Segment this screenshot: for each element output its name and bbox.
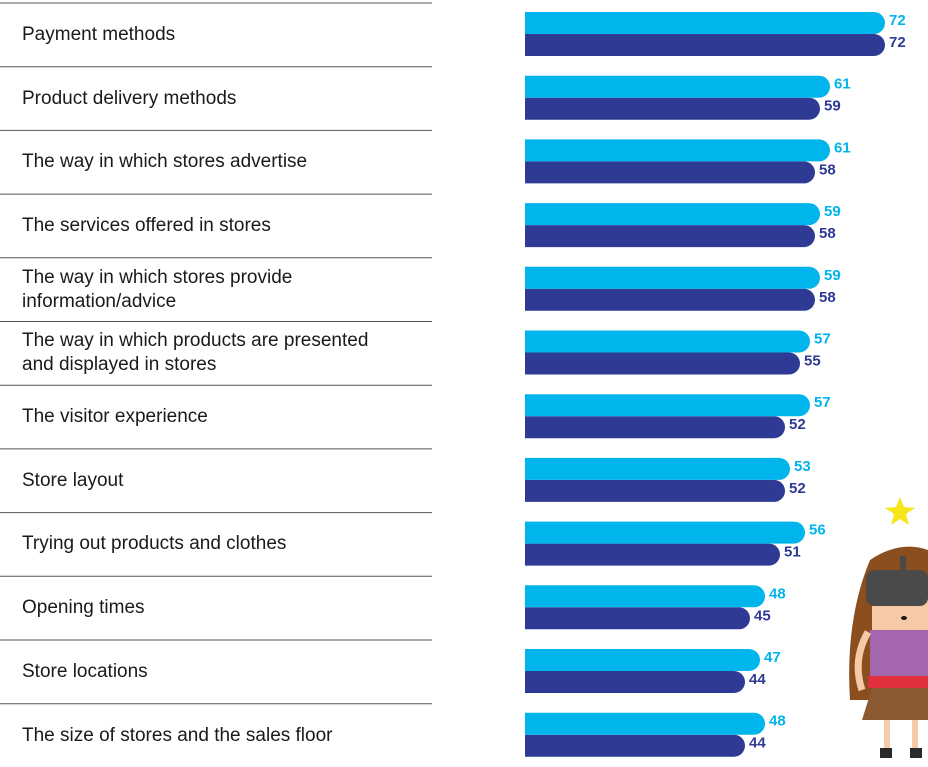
- bar: [525, 97, 820, 120]
- category-label: Trying out products and clothes: [22, 533, 287, 555]
- bar: [525, 521, 806, 544]
- value-label: 72: [889, 12, 906, 29]
- bar: [525, 12, 885, 34]
- value-label: 52: [789, 416, 806, 433]
- value-label: 56: [809, 522, 826, 539]
- bar: [525, 734, 745, 757]
- value-label: 61: [834, 139, 851, 156]
- value-label: 59: [824, 203, 841, 220]
- category-label: The services offered in stores: [22, 214, 271, 236]
- illustration: [849, 497, 928, 758]
- category-label: Product delivery methods: [22, 87, 237, 109]
- bar: [525, 225, 815, 248]
- category-label: Opening times: [22, 597, 145, 619]
- category-label: The visitor experience: [22, 406, 208, 428]
- value-label: 52: [789, 480, 806, 497]
- bar: [525, 712, 765, 735]
- bar: [525, 649, 760, 671]
- bar: [525, 139, 830, 162]
- bar: [525, 203, 820, 226]
- value-label: 48: [769, 713, 786, 730]
- bar: [525, 330, 811, 353]
- bar: [525, 416, 786, 439]
- bar: [525, 288, 815, 311]
- value-label: 57: [814, 330, 831, 347]
- category-label: The size of stores and the sales floor: [22, 724, 333, 746]
- value-label: 48: [769, 585, 786, 602]
- category-label: Payment methods: [22, 23, 176, 45]
- value-label: 61: [834, 76, 851, 93]
- value-label: 58: [819, 289, 836, 306]
- bar: [525, 543, 781, 566]
- value-label: 59: [824, 267, 841, 284]
- bar: [525, 457, 790, 480]
- value-label: 55: [804, 352, 821, 369]
- bar: [525, 161, 815, 184]
- value-label: 51: [784, 544, 801, 561]
- category-label: The way in which stores advertise: [22, 151, 308, 173]
- category-label: The way in which products are presented …: [22, 330, 369, 376]
- bar: [525, 607, 751, 630]
- bar: [525, 352, 800, 375]
- bar: [525, 671, 745, 693]
- category-label: Store layout: [22, 469, 124, 491]
- value-label: 58: [819, 161, 836, 178]
- bar: [525, 75, 830, 98]
- value-label: 57: [814, 394, 831, 411]
- category-label: The way in which stores provide informat…: [22, 266, 293, 312]
- value-label: 72: [889, 34, 906, 51]
- value-label: 47: [764, 649, 781, 666]
- bar: [525, 585, 765, 608]
- value-label: 59: [824, 98, 841, 115]
- bar: [525, 34, 885, 56]
- value-label: 58: [819, 225, 836, 242]
- bar: [525, 266, 820, 289]
- value-label: 44: [749, 671, 766, 688]
- bar: [525, 394, 811, 417]
- bar: [525, 479, 786, 502]
- value-label: 53: [794, 458, 811, 475]
- category-label: Store locations: [22, 660, 148, 682]
- value-label: 45: [754, 607, 771, 624]
- value-label: 44: [749, 735, 766, 752]
